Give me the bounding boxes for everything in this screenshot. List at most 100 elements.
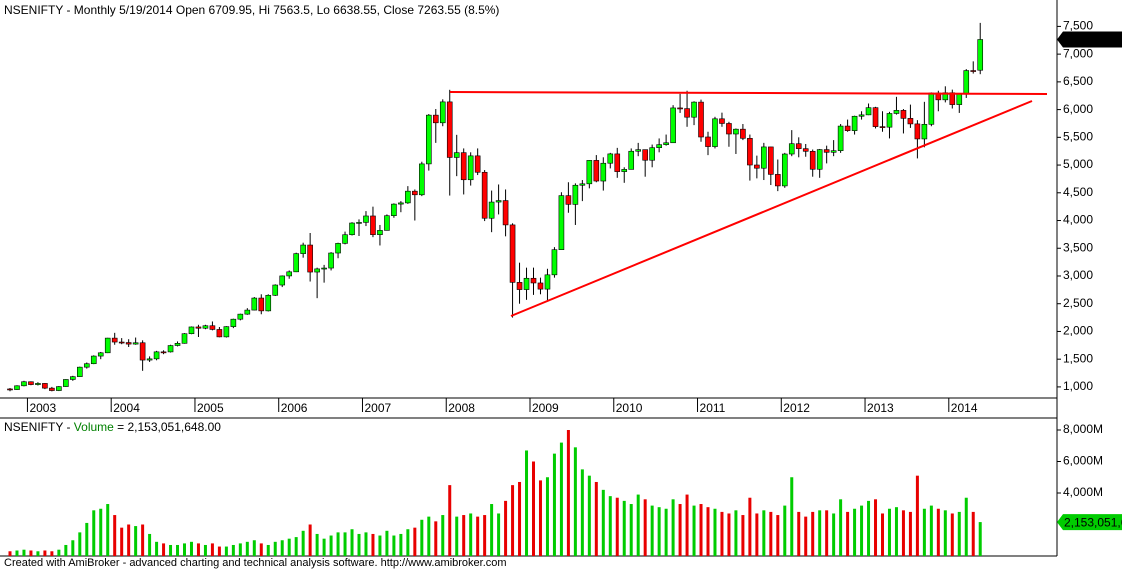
volume-bar [29,550,33,556]
candle-body [607,153,614,164]
candle-body [768,146,774,175]
volume-bar [692,505,696,556]
volume-bar [664,508,668,556]
volume-bar [273,541,277,556]
volume-title: NSENIFTY - Volume = 2,153,051,648.00 [4,420,221,434]
volume-bar [231,544,235,556]
volume-bar [245,541,249,556]
candle-body [593,160,600,182]
volume-title-series: Volume [74,420,114,434]
volume-bar [71,540,75,556]
candle-body [523,277,530,290]
volume-bar [846,511,850,556]
candle-body [104,337,111,354]
volume-bar [881,513,884,556]
volume-bar [713,508,717,556]
volume-bar [538,480,542,556]
candle-body [153,351,160,360]
candle-body [405,190,411,204]
candle-body [460,152,467,181]
volume-bar [915,475,919,556]
volume-bar [608,496,612,556]
candle-body [223,326,230,338]
tags: 7,263.55 2,153,051,648 [1057,31,1122,531]
volume-bar [601,489,605,556]
volume-bar [64,544,68,556]
volume-bar [511,485,515,556]
volume-title-prefix: NSENIFTY - [4,420,74,434]
volume-bar [783,505,787,556]
candle-body [544,274,551,290]
candle-body [174,343,181,346]
volume-bar [15,550,19,556]
volume-bar [266,544,270,556]
volume-bar [797,511,801,556]
candle-body [565,195,572,205]
volume-bar [685,494,689,556]
candle-body [781,153,788,187]
volume-bar [336,532,340,556]
candle-body [370,215,376,235]
volume-bar [99,508,103,556]
candle-body [802,148,809,152]
last-value-tag [1057,31,1122,48]
volume-bar [427,516,431,556]
y-tick-label: 8,000M [1063,422,1103,436]
volume-bar [469,513,473,556]
volume-bar [322,538,326,556]
candle-body [160,351,167,354]
volume-bar [413,527,417,556]
y-tick-label: 3,500 [1063,240,1093,254]
volume-bar [238,543,242,556]
volume-bar [908,511,912,556]
volume-bar [650,505,654,556]
x-tick-label: 2012 [783,401,810,415]
volume-bar [50,551,54,556]
candle-body [886,113,893,128]
volume-bar [301,530,305,556]
volume-bar [518,481,522,556]
volume-bar [497,513,501,556]
candle-body [453,152,460,158]
candle-body [963,70,970,95]
candle-body [747,138,753,166]
resistance-trendline [449,91,1048,95]
footer: Created with AmiBroker - advanced charti… [4,557,507,569]
candle-body [642,149,648,161]
volume-bar [329,535,333,556]
volume-bar [120,527,124,556]
volume-bar [364,532,368,556]
candle-body [858,114,865,117]
volume-title-value: = 2,153,051,648.00 [114,420,221,434]
candle-body [670,107,676,144]
volume-bar [85,522,89,556]
volume-bar [357,533,361,556]
candle-body [56,386,62,391]
candle-body [530,277,537,284]
volume-bar [134,526,138,556]
candle-body [42,383,48,389]
last-value-label: 2,153,051,648 [1064,515,1122,529]
candle-body [21,381,27,387]
volume-bar [280,540,284,556]
candle-body [579,183,586,186]
candle-body [614,153,621,172]
volume-bar [483,515,487,556]
volume-bar [113,515,117,556]
candle-body [77,366,83,377]
y-tick-label: 1,500 [1063,351,1093,365]
volume-bar [169,544,173,556]
volume-bar [210,543,214,556]
candle-body [572,184,579,205]
candle-body [754,164,760,169]
candle-body [279,275,286,286]
candle-body [146,358,153,361]
candle-body [90,355,97,365]
candle-body [14,385,20,390]
volume-bar [22,549,26,556]
candle-body [488,201,495,219]
candle-body [118,341,125,344]
candle-body [97,352,104,357]
volume-bar [399,533,403,556]
candle-body [740,128,746,139]
